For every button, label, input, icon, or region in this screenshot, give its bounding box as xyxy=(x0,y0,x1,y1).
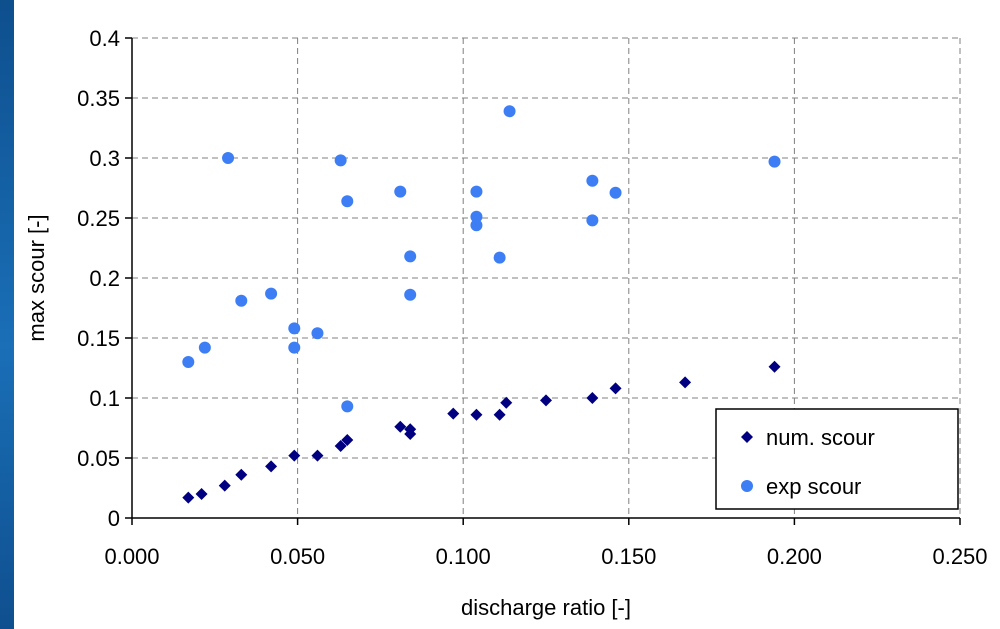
data-point-exp-scour xyxy=(586,174,599,187)
data-point-num-scour xyxy=(609,382,622,395)
data-point-num-scour xyxy=(334,440,347,452)
legend-marker-exp-scour-icon xyxy=(741,480,753,492)
legend-label-exp-scour: exp scour xyxy=(766,474,861,499)
data-point-num-scour xyxy=(218,479,231,492)
x-tick-label: 0.050 xyxy=(270,544,325,569)
x-tick-label: 0.250 xyxy=(932,544,987,569)
data-point-exp-scour xyxy=(394,185,407,198)
y-tick-label: 0.4 xyxy=(89,26,120,51)
data-point-exp-scour xyxy=(503,105,516,118)
data-point-exp-scour xyxy=(404,288,417,301)
data-point-exp-scour xyxy=(288,322,301,335)
data-point-num-scour xyxy=(265,460,278,473)
y-tick-label: 0.35 xyxy=(77,86,120,111)
y-tick-label: 0.25 xyxy=(77,206,120,231)
tick-labels: 0 0.05 0.1 0.15 0.2 0.25 0.3 0.35 0.4 0.000 0.050 0… xyxy=(77,26,987,569)
data-point-exp-scour xyxy=(404,250,417,263)
data-point-num-scour xyxy=(493,408,506,421)
x-axis-title: discharge ratio [-] xyxy=(461,595,631,620)
data-point-exp-scour xyxy=(470,210,483,223)
scatter-chart: 0 0.05 0.1 0.15 0.2 0.25 0.3 0.35 0.4 0.000 0.050 0… xyxy=(24,26,988,620)
data-point-exp-scour xyxy=(470,185,483,198)
data-point-exp-scour xyxy=(493,251,506,264)
data-point-exp-scour xyxy=(235,294,248,307)
data-point-num-scour xyxy=(235,468,248,481)
legend-box xyxy=(715,408,959,510)
data-point-exp-scour xyxy=(470,219,483,232)
data-point-exp-scour xyxy=(222,152,235,164)
data-point-exp-scour xyxy=(609,186,622,199)
data-point-num-scour xyxy=(679,376,692,389)
data-point-exp-scour xyxy=(586,214,599,227)
legend: num. scour exp scour xyxy=(715,408,959,510)
data-point-exp-scour xyxy=(198,341,211,354)
data-point-exp-scour xyxy=(311,327,324,340)
x-tick-label: 0.200 xyxy=(767,544,822,569)
data-point-num-scour xyxy=(341,434,354,446)
data-point-num-scour xyxy=(447,407,460,420)
y-tick-label: 0.1 xyxy=(89,386,120,411)
x-tick-label: 0.150 xyxy=(601,544,656,569)
data-point-exp-scour xyxy=(182,356,195,368)
grid-lines xyxy=(132,37,961,518)
y-axis-title: max scour [-] xyxy=(24,214,49,341)
y-tick-label: 0.15 xyxy=(77,326,120,351)
data-point-num-scour xyxy=(311,449,324,462)
x-tick-label: 0.100 xyxy=(436,544,491,569)
y-tick-label: 0.3 xyxy=(89,146,120,171)
x-tick-label: 0.000 xyxy=(104,544,159,569)
data-point-num-scour xyxy=(768,360,781,373)
data-point-exp-scour xyxy=(341,400,354,413)
data-point-exp-scour xyxy=(334,154,347,167)
data-point-num-scour xyxy=(195,488,208,500)
data-point-num-scour xyxy=(288,449,301,462)
data-point-num-scour xyxy=(404,428,417,440)
data-point-num-scour xyxy=(182,491,195,504)
y-tick-label: 0.2 xyxy=(89,266,120,291)
legend-label-num-scour: num. scour xyxy=(766,425,875,450)
data-point-num-scour xyxy=(586,392,599,404)
data-point-num-scour xyxy=(500,396,513,409)
data-point-num-scour xyxy=(540,394,552,407)
data-point-num-scour xyxy=(394,420,407,433)
data-points xyxy=(182,105,781,504)
data-point-exp-scour xyxy=(265,287,278,300)
data-point-exp-scour xyxy=(768,155,781,168)
y-tick-label: 0.05 xyxy=(77,446,120,471)
chart-container: 0 0.05 0.1 0.15 0.2 0.25 0.3 0.35 0.4 0.000 0.050 0… xyxy=(14,0,1000,629)
data-point-exp-scour xyxy=(288,341,301,354)
data-point-num-scour xyxy=(470,408,483,421)
legend-marker-num-scour-icon xyxy=(741,431,753,443)
axes xyxy=(125,37,961,525)
y-tick-label: 0 xyxy=(108,506,120,531)
data-point-exp-scour xyxy=(341,195,354,208)
